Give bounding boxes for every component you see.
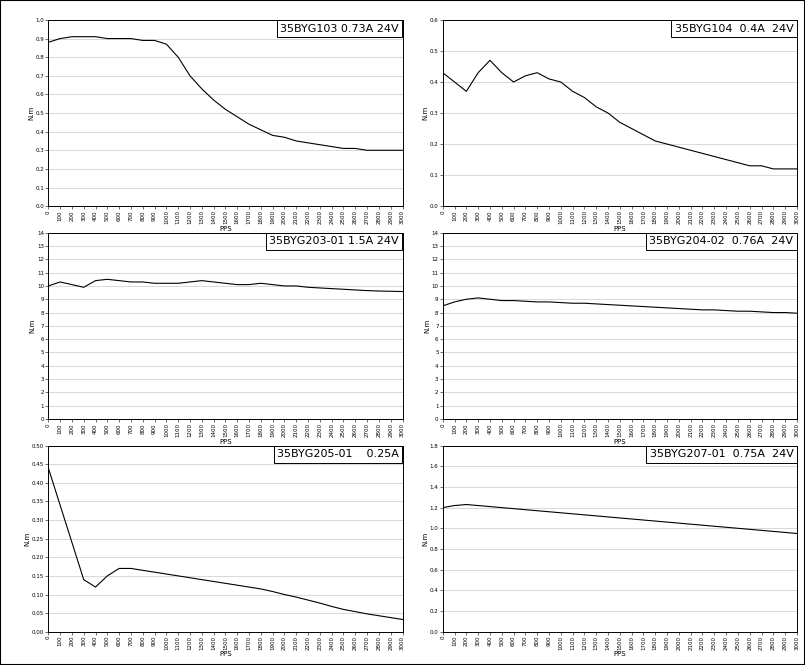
Text: 35BYG104  0.4A  24V: 35BYG104 0.4A 24V bbox=[675, 24, 794, 34]
Y-axis label: N.m: N.m bbox=[30, 319, 35, 333]
X-axis label: PPS: PPS bbox=[613, 438, 626, 444]
X-axis label: PPS: PPS bbox=[219, 225, 232, 231]
Y-axis label: N.m: N.m bbox=[24, 531, 31, 546]
Text: 35BYG204-02  0.76A  24V: 35BYG204-02 0.76A 24V bbox=[650, 237, 794, 247]
Y-axis label: N.m: N.m bbox=[423, 106, 428, 120]
X-axis label: PPS: PPS bbox=[219, 651, 232, 657]
Text: 35BYG103 0.73A 24V: 35BYG103 0.73A 24V bbox=[280, 24, 399, 34]
Text: 35BYG205-01    0.25A: 35BYG205-01 0.25A bbox=[277, 450, 399, 460]
X-axis label: PPS: PPS bbox=[219, 438, 232, 444]
Y-axis label: N.m: N.m bbox=[423, 531, 428, 546]
Y-axis label: N.m: N.m bbox=[424, 319, 430, 333]
Text: 35BYG207-01  0.75A  24V: 35BYG207-01 0.75A 24V bbox=[650, 450, 794, 460]
Text: 35BYG203-01 1.5A 24V: 35BYG203-01 1.5A 24V bbox=[270, 237, 399, 247]
X-axis label: PPS: PPS bbox=[613, 651, 626, 657]
Y-axis label: N.m: N.m bbox=[28, 106, 34, 120]
X-axis label: PPS: PPS bbox=[613, 225, 626, 231]
